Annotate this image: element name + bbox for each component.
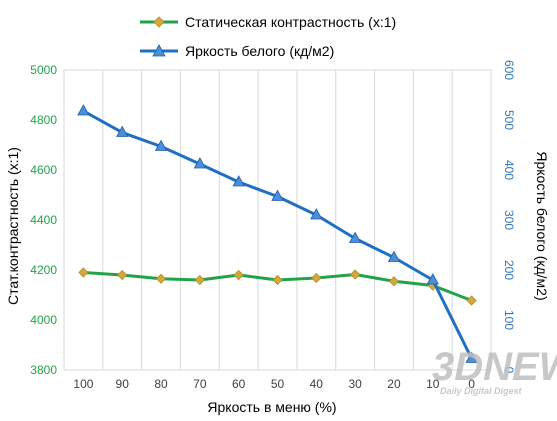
- legend-label-contrast: Статическая контрастность (x:1): [185, 14, 396, 30]
- brightness-point-40: [310, 208, 323, 220]
- watermark-tagline: Daily Digital Digest: [440, 386, 523, 396]
- x-tick-label: 90: [116, 377, 130, 391]
- contrast-point-90: [117, 269, 128, 281]
- x-tick-label: 30: [348, 377, 362, 391]
- x-tick-label: 70: [193, 377, 207, 391]
- y-axis-left-title: Стат.контрастность (x:1): [5, 147, 21, 305]
- contrast-point-30: [350, 269, 361, 280]
- x-tick-label: 40: [310, 377, 324, 391]
- watermark-logo: 3DNEWS Daily Digital Digest: [432, 345, 557, 396]
- brightness-point-50: [271, 189, 284, 201]
- x-tick-label: 100: [73, 377, 93, 391]
- contrast-point-0: [466, 295, 477, 306]
- brightness-point-10: [426, 273, 439, 285]
- x-tick-label: 0: [468, 377, 475, 391]
- y-left-tick-label: 4000: [30, 313, 57, 327]
- contrast-point-40: [311, 272, 322, 284]
- x-tick-label: 10: [426, 377, 440, 391]
- legend-diamond-marker: [153, 16, 165, 28]
- brightness-point-20: [387, 250, 401, 262]
- brightness-point-70: [193, 157, 207, 169]
- legend-item-brightness[interactable]: Яркость белого (кд/м2): [140, 43, 334, 59]
- legend-item-contrast[interactable]: Статическая контрастность (x:1): [140, 14, 396, 30]
- contrast-point-100: [78, 267, 89, 278]
- y-axis-right-ticks: 0 100 200 300 400 500 600: [502, 60, 516, 374]
- brightness-point-90: [116, 125, 129, 137]
- x-axis-ticks: 100 90 80 70 60 50 40 30 20 10 0: [73, 377, 475, 391]
- x-axis-title: Яркость в меню (%): [207, 399, 336, 415]
- brightness-point-80: [154, 139, 168, 151]
- contrast-point-80: [155, 273, 167, 284]
- y-left-tick-label: 4600: [30, 163, 57, 177]
- y-right-tick-label: 100: [502, 310, 516, 330]
- y-left-tick-label: 4800: [30, 113, 57, 127]
- legend-triangle-marker: [152, 44, 166, 57]
- legend-label-brightness: Яркость белого (кд/м2): [185, 43, 334, 59]
- x-tick-label: 60: [232, 377, 246, 391]
- y-left-tick-label: 3800: [30, 363, 57, 377]
- brightness-point-60: [232, 175, 245, 187]
- contrast-point-70: [194, 274, 205, 286]
- y-right-tick-label: 200: [502, 260, 516, 280]
- contrast-point-60: [233, 269, 244, 281]
- brightness-point-30: [348, 231, 362, 243]
- y-right-tick-label: 600: [502, 60, 516, 80]
- plot-area: [63, 69, 492, 371]
- y-right-tick-label: 0: [502, 367, 516, 374]
- y-right-tick-label: 300: [502, 210, 516, 230]
- y-axis-left-ticks: 3800 4000 4200 4400 4600 4800 5000: [30, 63, 57, 377]
- brightness-point-100: [77, 104, 90, 116]
- plot-frame: [63, 69, 492, 371]
- y-left-tick-label: 4400: [30, 213, 57, 227]
- watermark-logo-text: 3DNEWS: [432, 345, 557, 389]
- legend: Статическая контрастность (x:1) Яркость …: [140, 14, 396, 59]
- y-left-tick-label: 5000: [30, 63, 57, 77]
- x-tick-label: 20: [387, 377, 401, 391]
- y-right-tick-label: 500: [502, 110, 516, 130]
- y-left-tick-label: 4200: [30, 263, 57, 277]
- y-axis-right-title: Яркость белого (кд/м2): [534, 151, 550, 300]
- contrast-point-20: [388, 276, 400, 287]
- contrast-point-50: [272, 274, 283, 286]
- y-right-tick-label: 400: [502, 160, 516, 180]
- x-tick-label: 50: [271, 377, 285, 391]
- series-layer: [77, 104, 478, 363]
- x-tick-label: 80: [154, 377, 168, 391]
- brightness-point-0: [465, 351, 478, 363]
